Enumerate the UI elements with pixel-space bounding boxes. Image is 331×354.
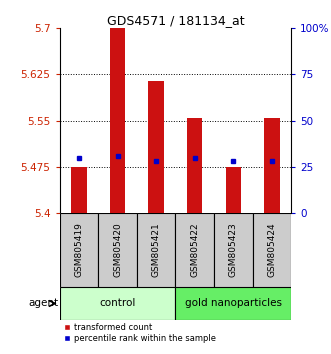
Text: gold nanoparticles: gold nanoparticles (185, 298, 282, 308)
Bar (148, 81, 164, 213)
Text: agent: agent (29, 298, 59, 308)
Text: GSM805421: GSM805421 (152, 222, 161, 277)
Bar (98, 213, 137, 287)
Text: GSM805423: GSM805423 (229, 222, 238, 277)
Text: GSM805420: GSM805420 (113, 222, 122, 277)
Text: GSM805422: GSM805422 (190, 222, 199, 277)
Bar (71, 167, 87, 213)
Bar (60, 287, 175, 320)
Bar (253, 213, 291, 287)
Text: GSM805419: GSM805419 (74, 222, 83, 277)
Bar (137, 213, 175, 287)
Legend: transformed count, percentile rank within the sample: transformed count, percentile rank withi… (64, 323, 216, 343)
Text: control: control (99, 298, 136, 308)
Bar (175, 287, 291, 320)
Bar (187, 118, 203, 213)
Bar (175, 213, 214, 287)
Bar (110, 28, 125, 213)
Bar (226, 167, 241, 213)
Bar (264, 118, 280, 213)
Text: GSM805424: GSM805424 (267, 222, 276, 277)
Bar (60, 213, 98, 287)
Title: GDS4571 / 181134_at: GDS4571 / 181134_at (107, 14, 244, 27)
Bar (214, 213, 253, 287)
